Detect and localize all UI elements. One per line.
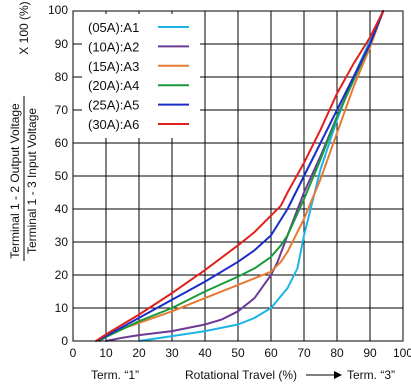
legend-label-4: (20A):A4 (88, 78, 139, 93)
legend: (05A):A1 (10A):A2 (15A):A3 (20A):A4 (25A):A5… (82, 14, 200, 138)
tick-labels: 0 10 20 30 40 50 60 70 80 90 100 0 10 20 30 40 50 60 70 80 9… (48, 3, 411, 360)
y-tick-label: 60 (55, 136, 69, 150)
y-tick-label: 70 (55, 103, 69, 117)
series-line-5 (95, 10, 385, 342)
x-tick-label: 50 (231, 346, 245, 360)
series-line-3 (95, 10, 385, 342)
y-tick-label: 30 (55, 235, 69, 249)
x-axis-label-center: Rotational Travel (%) (185, 368, 297, 382)
legend-label-6: (30A):A6 (88, 117, 139, 132)
legend-label-1: (05A):A1 (88, 20, 139, 35)
x-axis-label-right: Term. “3” (347, 368, 395, 382)
x-tick-label: 100 (393, 346, 411, 360)
series-line-6 (95, 10, 385, 342)
y-axis-label-suffix: X 100 (%) (17, 1, 31, 54)
series-line-4 (98, 10, 385, 342)
legend-background (82, 14, 200, 138)
x-tick-label: 70 (297, 346, 311, 360)
x-tick-label: 80 (330, 346, 344, 360)
x-tick-label: 30 (165, 346, 179, 360)
series-lines (95, 10, 385, 342)
y-axis-label-numerator: Terminal 1 - 2 Output Voltage (8, 103, 22, 259)
y-tick-label: 90 (55, 37, 69, 51)
y-tick-label: 100 (48, 3, 68, 17)
legend-label-2: (10A):A2 (88, 39, 139, 54)
y-tick-label: 50 (55, 169, 69, 183)
x-tick-label: 40 (198, 346, 212, 360)
y-axis-label: Terminal 1 - 2 Output Voltage Terminal 1… (8, 1, 39, 261)
x-axis-label-left: Term. “1” (91, 368, 139, 382)
y-tick-label: 10 (55, 301, 69, 315)
legend-label-3: (15A):A3 (88, 59, 139, 74)
x-tick-label: 90 (363, 346, 377, 360)
y-tick-label: 0 (61, 334, 68, 348)
x-tick-label: 60 (264, 346, 278, 360)
x-tick-label: 0 (70, 346, 77, 360)
plot-frame (72, 10, 404, 342)
y-tick-label: 20 (55, 268, 69, 282)
x-tick-label: 20 (132, 346, 146, 360)
legend-label-5: (25A):A5 (88, 98, 139, 113)
x-axis-arrow-head (334, 371, 342, 379)
y-tick-label: 40 (55, 202, 69, 216)
y-tick-label: 80 (55, 70, 69, 84)
y-axis-label-denominator: Terminal 1 - 3 Input Voltage (25, 108, 39, 254)
x-tick-label: 10 (99, 346, 113, 360)
